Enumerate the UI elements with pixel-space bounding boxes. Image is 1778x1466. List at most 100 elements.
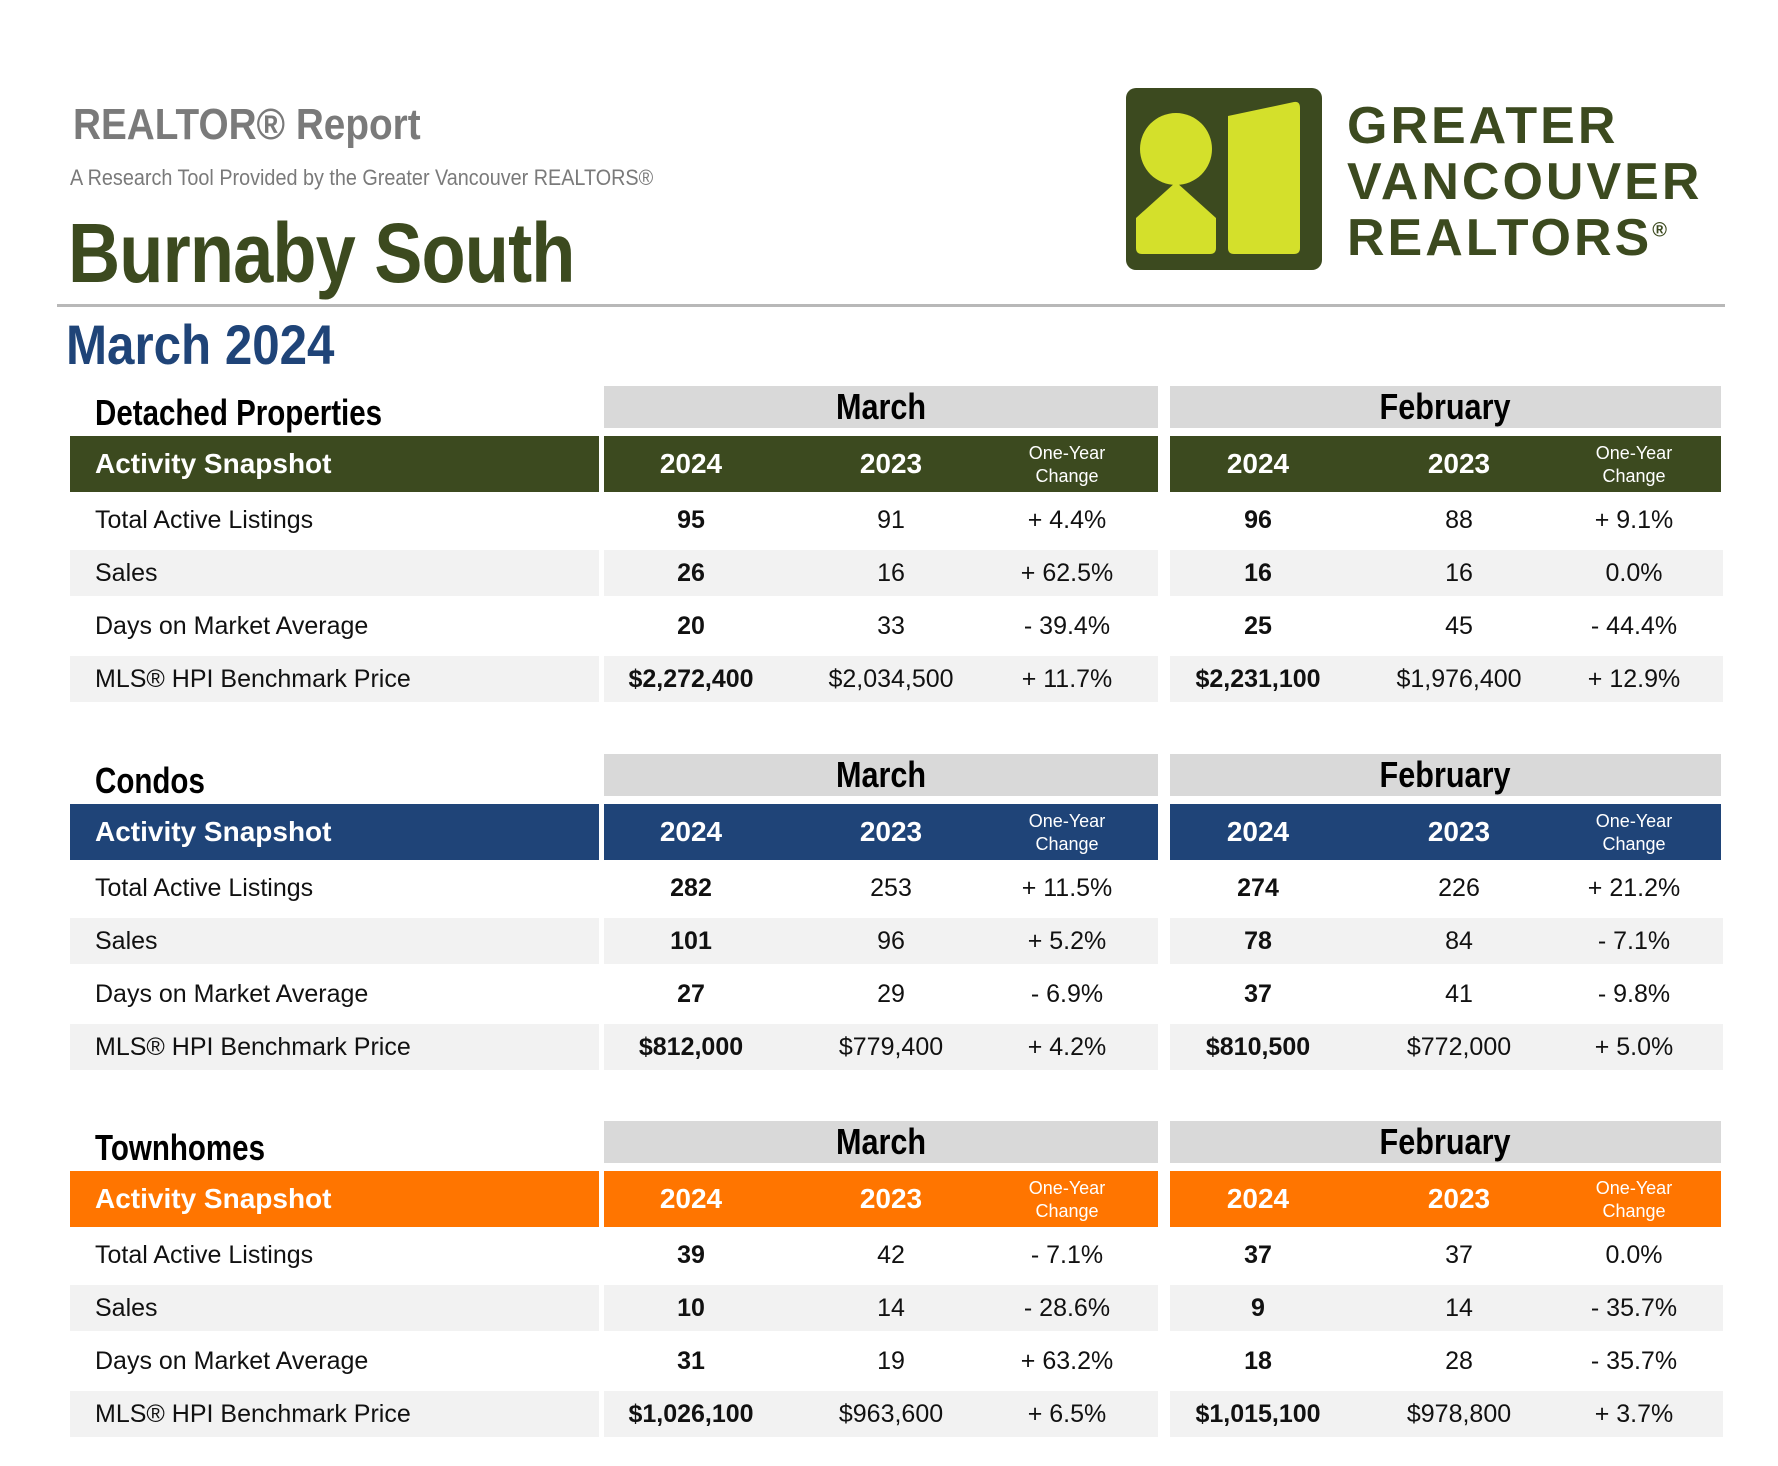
value-2023-february: 16: [1445, 559, 1473, 587]
change-line-1: One-Year: [1595, 811, 1673, 831]
column-header-current: 2024 2023 One-Year Change: [604, 436, 1158, 492]
section-title: Condos: [95, 760, 205, 801]
greater-vancouver-realtors-logo: GREATER VANCOUVER REALTORS®: [1124, 86, 1724, 276]
section-townhomes: Townhomes March February Activity Snapshot 2…: [0, 1121, 1778, 1451]
value-2024-february: 25: [1244, 612, 1272, 640]
year-current-label: 2024: [659, 816, 723, 847]
row-shade: [70, 550, 599, 596]
value-2023-march: $963,600: [838, 1400, 944, 1428]
change-line-2: Change: [1602, 834, 1666, 854]
snapshot-label: Activity Snapshot: [95, 816, 332, 847]
value-2024-february: 78: [1244, 927, 1272, 955]
value-2024-march: 95: [677, 506, 705, 534]
one-year-change-february: + 3.7%: [1594, 1400, 1674, 1428]
value-2024-february: $810,500: [1205, 1033, 1311, 1061]
row-shade: [1170, 656, 1723, 702]
column-header-previous: 2024 2023 One-Year Change: [1170, 804, 1721, 860]
table-row: MLS® HPI Benchmark Price $1,026,100 $963,6…: [0, 1391, 1778, 1437]
column-header-current: 2024 2023 One-Year Change: [604, 1171, 1158, 1227]
one-year-change-march: + 11.7%: [1021, 665, 1113, 693]
one-year-change-march: + 4.4%: [1027, 506, 1107, 534]
year-current-label: 2024: [659, 448, 723, 479]
table-row: MLS® HPI Benchmark Price $812,000 $779,400…: [0, 1024, 1778, 1070]
change-line-2: Change: [1035, 466, 1099, 486]
one-year-change-february: + 12.9%: [1587, 665, 1681, 693]
value-2023-february: 226: [1438, 874, 1480, 902]
value-2024-march: 26: [677, 559, 705, 587]
one-year-change-february: + 5.0%: [1594, 1033, 1674, 1061]
value-2023-march: 33: [877, 612, 905, 640]
snapshot-label: Activity Snapshot: [95, 448, 332, 479]
month-header-current: March: [604, 1121, 1158, 1163]
table-row: Days on Market Average 31 19 + 63.2% 18 28 - 3…: [0, 1338, 1778, 1384]
value-2023-march: 42: [877, 1241, 905, 1269]
value-2023-february: 88: [1445, 506, 1473, 534]
row-label: Days on Market Average: [95, 980, 369, 1008]
value-2023-february: 45: [1445, 612, 1473, 640]
change-line-2: Change: [1602, 466, 1666, 486]
logo-line-3: REALTORS: [1347, 209, 1653, 267]
month-label: February: [1380, 386, 1511, 427]
value-2024-march: 101: [670, 927, 712, 955]
table-row: Days on Market Average 20 33 - 39.4% 25 45 - 4…: [0, 603, 1778, 649]
one-year-change-label: One-Year Change: [1559, 1177, 1709, 1223]
table-row: Days on Market Average 27 29 - 6.9% 37 41 - 9.…: [0, 971, 1778, 1017]
value-2024-march: 10: [677, 1294, 705, 1322]
year-current-label: 2024: [1226, 816, 1290, 847]
year-previous-label: 2023: [859, 1183, 923, 1214]
value-2024-february: $1,015,100: [1195, 1400, 1321, 1428]
row-shade: [604, 1285, 1158, 1331]
one-year-change-february: + 9.1%: [1594, 506, 1674, 534]
section-condos: Condos March February Activity Snapshot 2024…: [0, 754, 1778, 1084]
one-year-change-label: One-Year Change: [1559, 810, 1709, 856]
row-label: Sales: [95, 927, 158, 955]
value-2024-february: 9: [1251, 1294, 1265, 1322]
year-current-label: 2024: [1226, 448, 1290, 479]
value-2024-february: 37: [1244, 1241, 1272, 1269]
row-shade: [70, 1285, 599, 1331]
one-year-change-label: One-Year Change: [992, 810, 1142, 856]
row-shade: [70, 1391, 599, 1437]
month-header-previous: February: [1170, 1121, 1721, 1163]
value-2024-march: $1,026,100: [628, 1400, 754, 1428]
row-label: Total Active Listings: [95, 506, 314, 534]
one-year-change-february: - 44.4%: [1590, 612, 1678, 640]
month-label: March: [835, 754, 927, 795]
value-2024-march: 31: [677, 1347, 705, 1375]
snapshot-header: Activity Snapshot: [70, 804, 599, 860]
row-shade: [1170, 1285, 1723, 1331]
row-label: Sales: [95, 559, 158, 587]
row-shade: [604, 550, 1158, 596]
row-shade: [1170, 1024, 1723, 1070]
snapshot-label: Activity Snapshot: [95, 1183, 332, 1214]
value-2023-february: $1,976,400: [1396, 665, 1522, 693]
value-2024-february: 18: [1244, 1347, 1272, 1375]
one-year-change-march: + 5.2%: [1027, 927, 1107, 955]
one-year-change-february: 0.0%: [1605, 559, 1663, 587]
row-shade: [1170, 550, 1723, 596]
year-current-label: 2024: [659, 1183, 723, 1214]
one-year-change-march: + 62.5%: [1020, 559, 1114, 587]
one-year-change-february: - 35.7%: [1590, 1347, 1678, 1375]
one-year-change-march: - 7.1%: [1030, 1241, 1104, 1269]
one-year-change-label: One-Year Change: [1559, 442, 1709, 488]
section-detached-properties: Detached Properties March February Activity…: [0, 386, 1778, 716]
year-previous-label: 2023: [1427, 1183, 1491, 1214]
column-header-previous: 2024 2023 One-Year Change: [1170, 436, 1721, 492]
value-2023-march: 14: [877, 1294, 905, 1322]
year-previous-label: 2023: [859, 448, 923, 479]
row-label: MLS® HPI Benchmark Price: [95, 1033, 411, 1061]
one-year-change-february: - 9.8%: [1597, 980, 1671, 1008]
value-2023-february: $772,000: [1406, 1033, 1512, 1061]
value-2023-february: 41: [1445, 980, 1473, 1008]
year-previous-label: 2023: [1427, 816, 1491, 847]
value-2023-march: 19: [877, 1347, 905, 1375]
table-row: Total Active Listings 282 253 + 11.5% 274 226…: [0, 865, 1778, 911]
one-year-change-february: - 35.7%: [1590, 1294, 1678, 1322]
header-divider: [57, 304, 1725, 307]
one-year-change-february: + 21.2%: [1587, 874, 1681, 902]
value-2024-march: $2,272,400: [628, 665, 754, 693]
month-label: February: [1380, 754, 1511, 795]
row-shade: [70, 918, 599, 964]
change-line-2: Change: [1035, 1201, 1099, 1221]
